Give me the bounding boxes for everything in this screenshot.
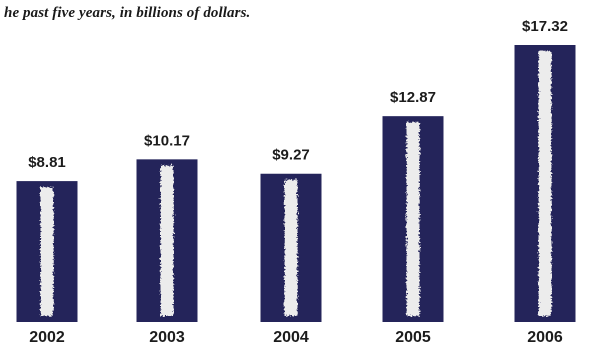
value-label-2006: $17.32 xyxy=(522,18,568,35)
category-label-2006: 2006 xyxy=(527,329,563,346)
bar-stripe-2002 xyxy=(40,187,54,316)
labels-group: $8.81 2002 $10.17 2003 $9.27 2004 $12.87 2005 $1… xyxy=(28,18,568,346)
category-label-2002: 2002 xyxy=(29,329,65,346)
bar-stripe-2004 xyxy=(284,179,298,316)
category-label-2004: 2004 xyxy=(273,329,309,346)
value-label-2003: $10.17 xyxy=(144,132,190,149)
value-label-2002: $8.81 xyxy=(28,154,66,171)
bars-group xyxy=(16,45,576,323)
value-label-2005: $12.87 xyxy=(390,89,436,106)
bar-stripe-2006 xyxy=(538,51,552,316)
category-label-2005: 2005 xyxy=(395,329,431,346)
bar-stripe-2005 xyxy=(406,122,420,317)
chart-subtitle: he past five years, in billions of dolla… xyxy=(4,5,251,21)
bar-stripe-2003 xyxy=(160,165,174,316)
category-label-2003: 2003 xyxy=(149,329,185,346)
value-label-2004: $9.27 xyxy=(272,147,310,164)
